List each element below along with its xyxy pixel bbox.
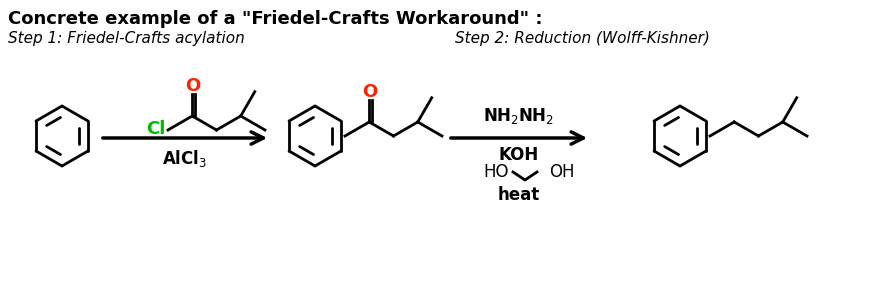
- Text: O: O: [362, 83, 378, 101]
- Text: O: O: [186, 77, 201, 95]
- Text: Step 2: Reduction (Wolff-Kishner): Step 2: Reduction (Wolff-Kishner): [455, 31, 710, 46]
- Text: OH: OH: [549, 163, 575, 181]
- Text: Concrete example of a "Friedel-Crafts Workaround" :: Concrete example of a "Friedel-Crafts Wo…: [8, 10, 543, 28]
- Text: heat: heat: [498, 186, 540, 204]
- Text: AlCl$_3$: AlCl$_3$: [163, 148, 208, 169]
- Text: Step 1: Friedel-Crafts acylation: Step 1: Friedel-Crafts acylation: [8, 31, 245, 46]
- Text: HO: HO: [483, 163, 509, 181]
- Text: NH$_2$NH$_2$: NH$_2$NH$_2$: [483, 106, 555, 126]
- Text: KOH: KOH: [499, 146, 539, 164]
- Text: Cl: Cl: [146, 120, 165, 138]
